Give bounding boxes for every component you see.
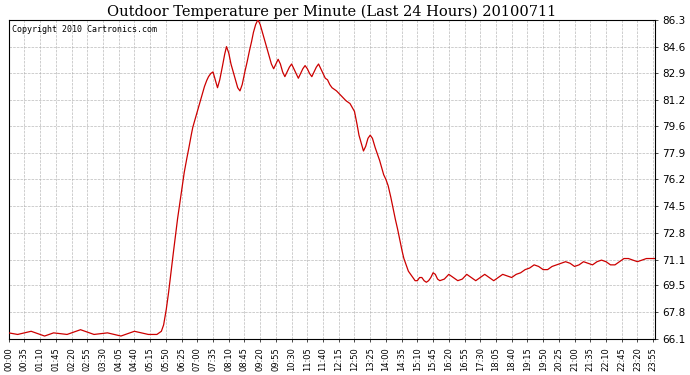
Title: Outdoor Temperature per Minute (Last 24 Hours) 20100711: Outdoor Temperature per Minute (Last 24 … [107,4,556,18]
Text: Copyright 2010 Cartronics.com: Copyright 2010 Cartronics.com [12,24,157,33]
